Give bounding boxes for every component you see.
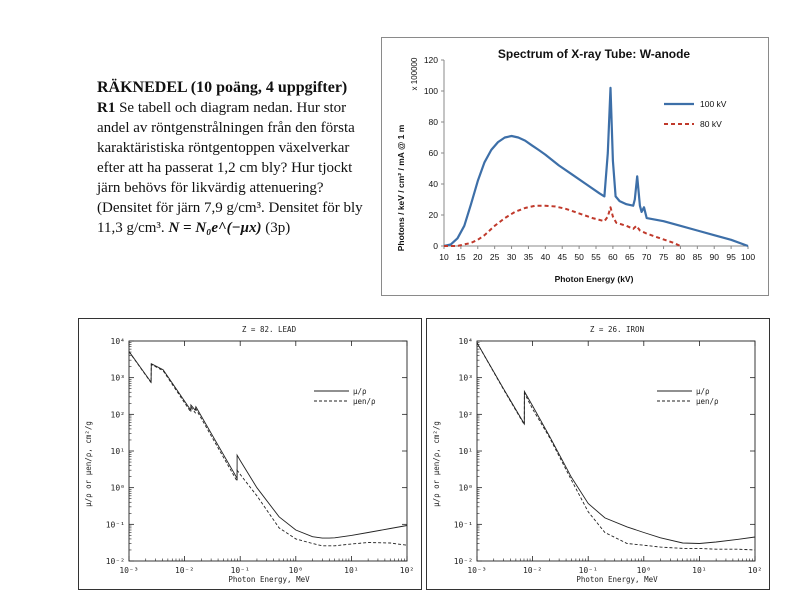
x-tick-label: 30	[507, 252, 517, 262]
section-heading: RÄKNEDEL (10 poäng, 4 uppgifter)	[97, 79, 348, 96]
problem-text: Se tabell och diagram nedan. Hur stor an…	[97, 100, 363, 236]
x-tick-label: 50	[574, 252, 584, 262]
plot-frame	[128, 340, 408, 562]
y-tick-label: 10⁻²	[454, 557, 473, 566]
x-tick-label: 10⁻¹	[579, 566, 598, 575]
y-tick-label: 100	[424, 86, 438, 96]
problem-points: (3p)	[261, 220, 291, 236]
y-tick-label: 10¹	[459, 447, 473, 456]
spectrum-chart-panel: Spectrum of X-ray Tube: W-anode Photons …	[381, 37, 769, 296]
x-tick-label: 10⁻³	[119, 566, 138, 575]
y-tick-label: 0	[433, 241, 438, 251]
task-text-block: RÄKNEDEL (10 poäng, 4 uppgifter) R1 Se t…	[97, 78, 369, 238]
x-tick-label: 40	[541, 252, 551, 262]
x-tick-label: 100	[741, 252, 755, 262]
x-tick-label: 90	[709, 252, 719, 262]
problem-id: R1	[97, 100, 116, 116]
y-axis-label: Photons / keV / cm² / mA @ 1 m	[396, 124, 406, 251]
series-line-mu	[128, 351, 408, 539]
x-tick-label: 10⁰	[637, 566, 651, 575]
x-tick-label: 65	[625, 252, 635, 262]
x-tick-label: 80	[676, 252, 686, 262]
series-line-muen	[476, 342, 756, 551]
x-tick-label: 15	[456, 252, 466, 262]
x-tick-label: 45	[557, 252, 567, 262]
x-tick-label: 10²	[748, 566, 762, 575]
y-tick-label: 40	[429, 179, 439, 189]
lead-attenuation-chart: Z = 82. LEAD μ/ρ or μen/ρ, cm²/g Photon …	[84, 325, 414, 584]
spectrum-chart: Spectrum of X-ray Tube: W-anode Photons …	[396, 47, 755, 284]
chart-title: Z = 82. LEAD	[242, 325, 297, 334]
legend: μ/ρ μen/ρ	[314, 387, 376, 406]
x-tick-label: 85	[693, 252, 703, 262]
attenuation-formula: N = N₀e^(−μx)	[168, 220, 262, 236]
plot-frame	[476, 340, 756, 562]
iron-attenuation-chart: Z = 26. IRON μ/ρ or μen/ρ, cm²/g Photon …	[432, 325, 762, 584]
x-tick-label: 10¹	[344, 566, 358, 575]
y-tick-label: 10³	[459, 374, 473, 383]
y-tick-label: 10⁻²	[106, 557, 125, 566]
y-tick-label: 10²	[111, 410, 125, 419]
x-tick-label: 25	[490, 252, 500, 262]
legend-label-mu: μ/ρ	[353, 387, 367, 396]
chart-title: Spectrum of X-ray Tube: W-anode	[498, 47, 691, 61]
x-tick-label: 10⁻³	[467, 566, 486, 575]
x-tick-label: 75	[659, 252, 669, 262]
x-tick-label: 10⁻²	[523, 566, 542, 575]
x-axis-label: Photon Energy, MeV	[228, 575, 310, 584]
x-tick-label: 10⁻¹	[231, 566, 250, 575]
y-tick-label: 80	[429, 117, 439, 127]
series-line-mu	[476, 342, 756, 544]
x-tick-label: 35	[524, 252, 534, 262]
legend-label-100kv: 100 kV	[700, 99, 727, 109]
legend-label-mu: μ/ρ	[696, 387, 710, 396]
x-tick-label: 10¹	[692, 566, 706, 575]
y-axis-label: μ/ρ or μen/ρ, cm²/g	[432, 421, 441, 507]
y-tick-label: 10⁰	[111, 484, 125, 493]
iron-attenuation-panel: Z = 26. IRON μ/ρ or μen/ρ, cm²/g Photon …	[426, 318, 770, 590]
y-tick-label: 10⁻¹	[454, 520, 473, 529]
chart-title: Z = 26. IRON	[590, 325, 644, 334]
x-tick-label: 10²	[400, 566, 414, 575]
x-axis-label: Photon Energy, MeV	[576, 575, 658, 584]
y-tick-label: 10¹	[111, 447, 125, 456]
legend: 100 kV 80 kV	[664, 99, 727, 129]
y-tick-label: 10²	[459, 410, 473, 419]
legend-label-muen: μen/ρ	[353, 397, 376, 406]
x-tick-label: 60	[608, 252, 618, 262]
legend: μ/ρ μen/ρ	[657, 387, 719, 406]
y-tick-label: 10⁰	[459, 484, 473, 493]
x-tick-label: 95	[726, 252, 736, 262]
series-line-80kv	[444, 204, 681, 247]
y-tick-label: 10⁴	[459, 337, 473, 346]
x-tick-label: 20	[473, 252, 483, 262]
legend-label-muen: μen/ρ	[696, 397, 719, 406]
y-tick-label: 10³	[111, 374, 125, 383]
problem-statement: R1 Se tabell och diagram nedan. Hur stor…	[97, 98, 369, 238]
x-tick-label: 10	[439, 252, 449, 262]
lead-attenuation-panel: Z = 82. LEAD μ/ρ or μen/ρ, cm²/g Photon …	[78, 318, 422, 590]
y-tick-label: 120	[424, 55, 438, 65]
x-tick-label: 70	[642, 252, 652, 262]
x-tick-label: 10⁻²	[175, 566, 194, 575]
x-axis-label: Photon Energy (kV)	[555, 274, 634, 284]
series-line-100kv	[443, 86, 749, 248]
y-tick-label: 10⁻¹	[106, 520, 125, 529]
x-tick-label: 55	[591, 252, 601, 262]
series-line-muen	[128, 351, 408, 547]
legend-label-80kv: 80 kV	[700, 119, 722, 129]
x-tick-label: 10⁰	[289, 566, 303, 575]
y-tick-label: 60	[429, 148, 439, 158]
y-axis-label: μ/ρ or μen/ρ, cm²/g	[84, 421, 93, 507]
y-multiplier-label: x 100000	[410, 57, 419, 90]
y-tick-label: 20	[429, 210, 439, 220]
y-tick-label: 10⁴	[111, 337, 125, 346]
